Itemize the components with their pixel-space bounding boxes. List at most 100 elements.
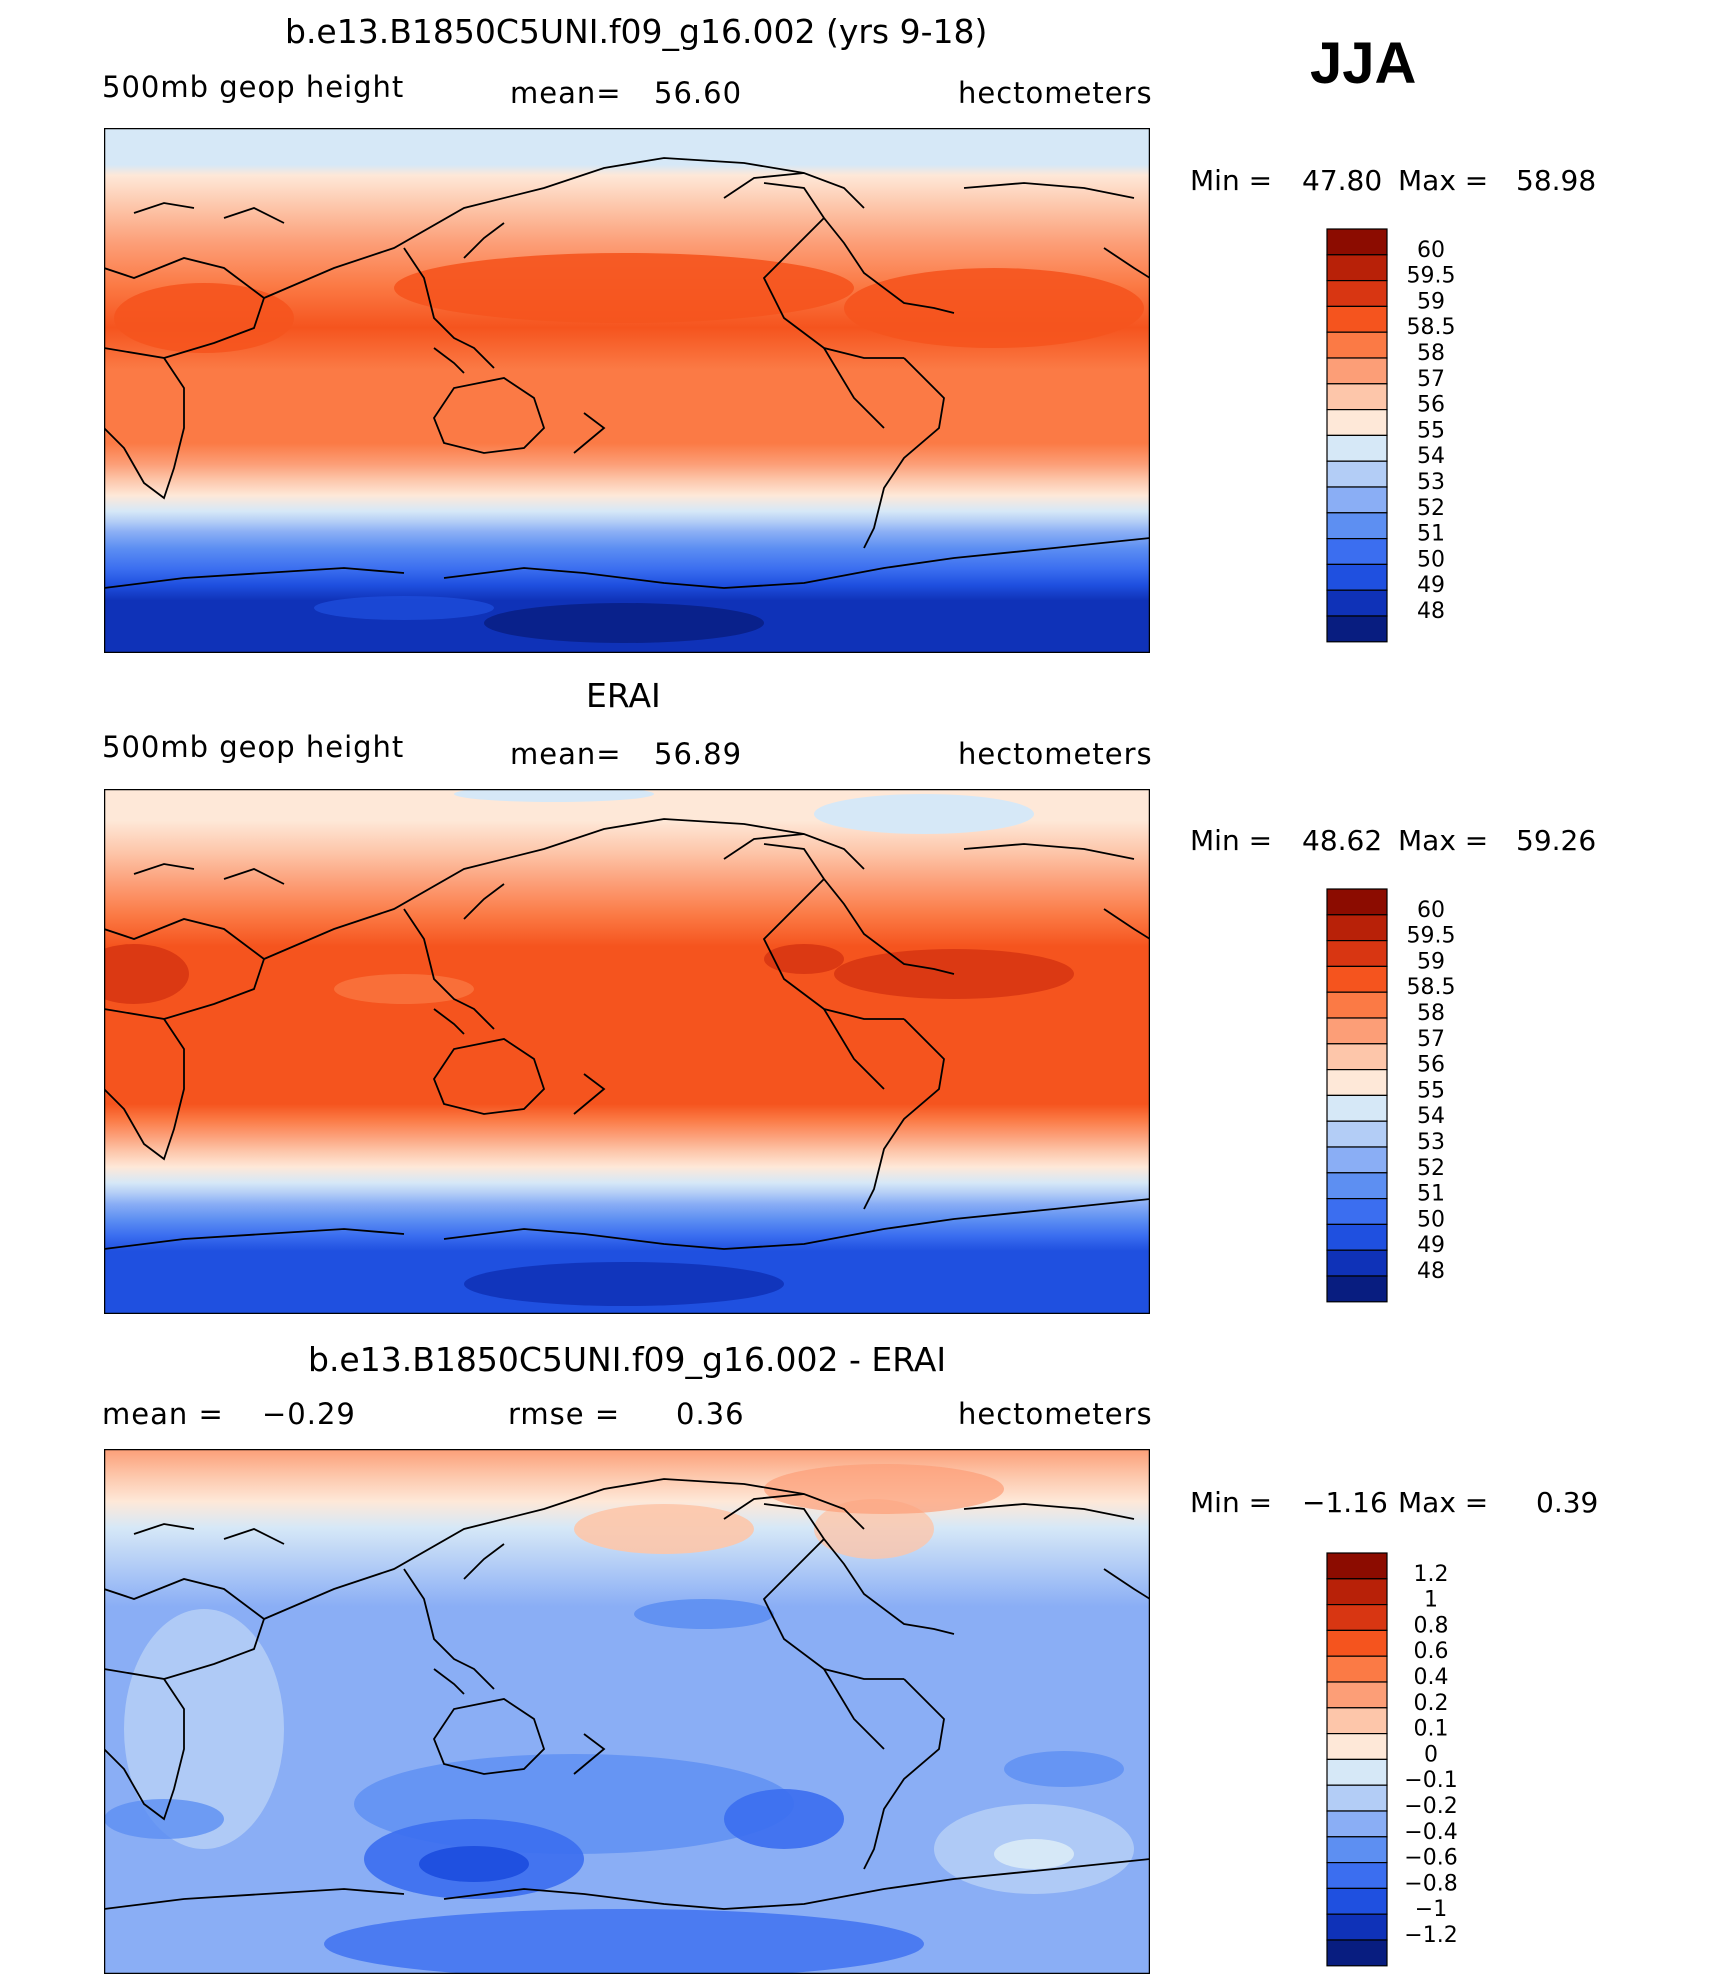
colorbar-swatch	[1326, 888, 1388, 916]
colorbar-level-label: 59.5	[1407, 924, 1456, 949]
colorbar-swatch	[1326, 228, 1388, 256]
colorbar-swatch	[1326, 460, 1388, 488]
colorbar-level-label: 0.6	[1414, 1639, 1449, 1664]
colorbar-swatch	[1326, 1681, 1388, 1709]
colorbar-swatch	[1326, 1069, 1388, 1097]
colorbar-swatch	[1326, 1146, 1388, 1174]
subtropical-high-pacific	[394, 253, 854, 323]
colorbar-level-label: 49	[1417, 1233, 1445, 1258]
panel-2-title: ERAI	[586, 676, 661, 715]
colorbar-swatch	[1326, 305, 1388, 333]
colorbar-swatch	[1326, 1120, 1388, 1148]
colorbar-level-label: 57	[1417, 367, 1445, 392]
colorbar-swatch	[1326, 357, 1388, 385]
colorbar-swatch	[1326, 939, 1388, 967]
colorbar-swatch	[1326, 538, 1388, 566]
colorbar-swatch	[1326, 1552, 1388, 1580]
colorbar-swatch	[1326, 563, 1388, 591]
coastlines	[104, 157, 1150, 589]
colorbar-swatch	[1326, 1223, 1388, 1251]
colorbar-level-label: 52	[1417, 1156, 1445, 1181]
panel-1-map	[104, 128, 1150, 653]
colorbar-level-label: −0.8	[1404, 1871, 1457, 1896]
panel-3-min-value: −1.16	[1302, 1486, 1388, 1519]
colorbar-level-label: 54	[1417, 1104, 1445, 1129]
colorbar-swatch	[1326, 1733, 1388, 1761]
panel-3-title: b.e13.B1850C5UNI.f09_g16.002 - ERAI	[308, 1340, 947, 1379]
panel-1-min-label: Min =	[1190, 164, 1273, 197]
colorbar-swatch	[1326, 1603, 1388, 1631]
panel-2-max-value: 59.26	[1516, 824, 1597, 857]
colorbar-level-label: 58.5	[1407, 975, 1456, 1000]
colorbar-level-label: 50	[1417, 1207, 1445, 1232]
colorbar-swatch	[1326, 1629, 1388, 1657]
colorbar-level-label: 0.4	[1414, 1665, 1449, 1690]
colorbar-level-label: 57	[1417, 1027, 1445, 1052]
colorbar-level-label: −1	[1415, 1897, 1447, 1922]
colorbar-swatch	[1326, 589, 1388, 617]
colorbar-level-label: 48	[1417, 599, 1445, 624]
colorbar-swatch	[1326, 965, 1388, 993]
panel-3-rmse-value: 0.36	[676, 1397, 745, 1431]
colorbar-swatch	[1326, 254, 1388, 282]
colorbar-swatch	[1326, 1094, 1388, 1122]
colorbar-level-label: 54	[1417, 444, 1445, 469]
colorbar-level-label: −0.6	[1404, 1846, 1457, 1871]
colorbar-level-label: 51	[1417, 522, 1445, 547]
colorbar-swatch	[1326, 1836, 1388, 1864]
colorbar-swatch	[1326, 914, 1388, 942]
colorbar-swatch	[1326, 279, 1388, 307]
colorbar-level-label: 59	[1417, 949, 1445, 974]
panel-2-map	[104, 789, 1150, 1314]
colorbar-level-label: 59	[1417, 289, 1445, 314]
panel-3-max-label: Max =	[1398, 1486, 1489, 1519]
colorbar-level-label: 58	[1417, 341, 1445, 366]
panel-2-mean-label: mean=	[510, 737, 622, 771]
colorbar-level-label: 60	[1417, 898, 1445, 923]
panel-2-min-value: 48.62	[1302, 824, 1383, 857]
colorbar-swatch	[1326, 1862, 1388, 1890]
colorbar-level-label: 58.5	[1407, 315, 1456, 340]
colorbar-level-label: −0.1	[1404, 1768, 1457, 1793]
colorbar-level-label: 55	[1417, 418, 1445, 443]
panel-3-map	[104, 1449, 1150, 1974]
panel-1-max-value: 58.98	[1516, 164, 1597, 197]
panel-1-variable: 500mb geop height	[102, 70, 405, 104]
colorbar-swatch	[1326, 1655, 1388, 1683]
panel-1-units: hectometers	[958, 76, 1153, 110]
panel-1-title: b.e13.B1850C5UNI.f09_g16.002 (yrs 9-18)	[285, 12, 988, 51]
colorbar-level-label: 56	[1417, 393, 1445, 418]
panel-2-min-label: Min =	[1190, 824, 1273, 857]
colorbar-level-label: 53	[1417, 470, 1445, 495]
colorbar-level-label: 1	[1424, 1588, 1438, 1613]
colorbar-swatch	[1326, 1784, 1388, 1812]
colorbar-level-label: 0.2	[1414, 1691, 1449, 1716]
colorbar-swatch	[1326, 409, 1388, 437]
colorbar-swatch	[1326, 1017, 1388, 1045]
panel-1-max-label: Max =	[1398, 164, 1489, 197]
panel-3-mean-label: mean =	[102, 1397, 224, 1431]
panel-3-colorbar: 1.210.80.60.40.20.10−0.1−0.2−0.4−0.6−0.8…	[1326, 1552, 1458, 1967]
panel-2-mean-value: 56.89	[654, 737, 743, 771]
colorbar-level-label: −0.4	[1404, 1820, 1457, 1845]
colorbar-level-label: 52	[1417, 496, 1445, 521]
panel-1-mean-value: 56.60	[654, 76, 743, 110]
colorbar-level-label: −0.2	[1404, 1794, 1457, 1819]
colorbar-level-label: 51	[1417, 1182, 1445, 1207]
colorbar-swatch	[1326, 383, 1388, 411]
coastlines	[104, 818, 1150, 1250]
coastlines	[104, 1478, 1150, 1910]
colorbar-level-label: 60	[1417, 238, 1445, 263]
panel-2-variable: 500mb geop height	[102, 730, 405, 764]
colorbar-swatch	[1326, 1913, 1388, 1941]
colorbar-swatch	[1326, 1198, 1388, 1226]
colorbar-swatch	[1326, 1887, 1388, 1915]
panel-3-rmse-label: rmse =	[508, 1397, 621, 1431]
colorbar-swatch	[1326, 991, 1388, 1019]
colorbar-swatch	[1326, 1810, 1388, 1838]
colorbar-swatch	[1326, 1172, 1388, 1200]
colorbar-level-label: 53	[1417, 1130, 1445, 1155]
colorbar-level-label: 55	[1417, 1078, 1445, 1103]
